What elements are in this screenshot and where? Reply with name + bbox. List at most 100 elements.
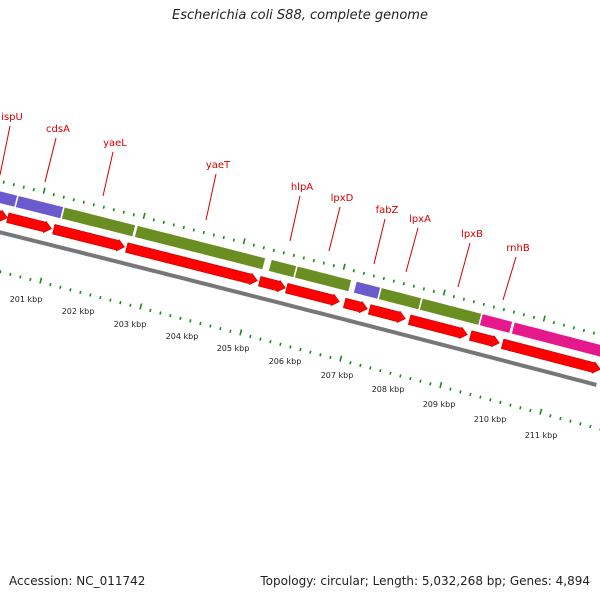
gene-arrow (500, 338, 600, 374)
cds-segment (294, 265, 352, 292)
tick-mark (259, 337, 262, 341)
tick-mark (72, 198, 75, 202)
tick-mark (409, 376, 412, 381)
tick-mark (592, 331, 596, 335)
tick-mark (379, 368, 382, 373)
gene-arrow (6, 212, 53, 234)
tick-mark (539, 408, 543, 415)
tick-mark (499, 400, 502, 405)
tick-mark (89, 293, 92, 297)
tick-mark (162, 220, 165, 225)
tick-mark (79, 290, 82, 295)
tick-mark (289, 345, 292, 349)
gene-label: lpxB (461, 229, 483, 240)
cds-segment (511, 321, 600, 358)
gene-arrow (52, 224, 125, 252)
tick-mark (359, 363, 362, 367)
tick-mark (479, 395, 482, 399)
tick-mark (252, 243, 255, 247)
tick-mark (169, 313, 172, 318)
gene-label-connector (102, 151, 114, 197)
tick-mark (202, 230, 205, 235)
tick-mark (372, 274, 376, 278)
gene-arrow (468, 330, 500, 348)
kbp-label: 210 kbp (474, 415, 507, 424)
kbp-label: 207 kbp (321, 371, 354, 380)
gene-track (0, 209, 600, 374)
tick-mark (229, 329, 232, 333)
kbp-label: 204 kbp (166, 332, 199, 341)
tick-mark (582, 328, 586, 333)
tick-mark (109, 298, 112, 302)
tick-mark (212, 233, 215, 237)
gene-label: hlpA (291, 182, 313, 193)
gene-label-connector (205, 173, 217, 221)
gene-arrow (342, 297, 368, 314)
tick-mark (562, 323, 566, 327)
tick-mark (352, 269, 356, 273)
kbp-label: 206 kbp (269, 357, 302, 366)
tick-mark (0, 270, 2, 274)
gene-label-connector (44, 137, 57, 183)
gene-labels: ispU cdsA yaeL yaeT hlpA lpxD fabZ lpxA lpxB rnhB (1, 112, 530, 254)
tick-mark (69, 288, 72, 292)
cds-segment (15, 195, 64, 219)
tick-mark (532, 315, 536, 320)
kbp-label: 201 kbp (10, 295, 43, 304)
tick-mark (559, 416, 562, 421)
gene-arrow (258, 276, 286, 293)
tick-mark (32, 188, 35, 192)
tick-mark (399, 374, 402, 378)
tick-mark (152, 218, 155, 222)
tick-mark (389, 371, 392, 375)
tick-mark (322, 261, 325, 265)
tick-mark (419, 379, 422, 383)
tick-mark (132, 213, 135, 217)
tick-mark (482, 302, 486, 307)
tick-mark (82, 200, 85, 204)
tick-mark (552, 320, 556, 325)
gene-label: lpxD (331, 193, 354, 204)
kbp-label: 205 kbp (217, 344, 250, 353)
gene-label: yaeT (206, 160, 231, 171)
tick-mark (12, 183, 15, 187)
gene-label-connector (289, 195, 301, 242)
tick-mark (569, 419, 572, 423)
gene-label: fabZ (376, 205, 399, 216)
tick-mark (159, 311, 162, 315)
tick-mark (282, 251, 285, 255)
tick-mark (302, 256, 305, 260)
cds-segment (419, 297, 482, 326)
tick-mark (22, 185, 25, 189)
tick-mark (9, 272, 12, 277)
tick-mark (292, 253, 295, 258)
gene-label: yaeL (103, 138, 127, 149)
tick-mark (262, 246, 265, 250)
tick-mark (219, 326, 222, 331)
gene-label-connector (457, 242, 471, 288)
map-title: Escherichia coli S88, complete genome (172, 8, 428, 23)
tick-mark (402, 282, 406, 286)
gene-label-connector (328, 206, 341, 252)
cds-segment (479, 313, 513, 334)
inner-tick-track (0, 270, 600, 431)
gene-arrow (125, 242, 258, 286)
tick-mark (99, 295, 102, 300)
tick-mark (442, 289, 446, 296)
cds-track (0, 190, 600, 358)
cds-segment (61, 206, 136, 238)
tick-mark (512, 310, 516, 314)
gene-label: lpxA (409, 214, 431, 225)
tick-mark (449, 387, 452, 391)
tick-mark (139, 303, 143, 310)
tick-mark (489, 398, 492, 402)
gene-arrow (367, 304, 406, 324)
tick-mark (209, 324, 212, 328)
tick-mark (509, 403, 512, 407)
tick-mark (29, 277, 32, 282)
tick-mark (192, 228, 195, 232)
gene-label-connectors (0, 125, 517, 301)
gene-arrow (0, 209, 9, 222)
gene-label-connector (502, 256, 517, 301)
